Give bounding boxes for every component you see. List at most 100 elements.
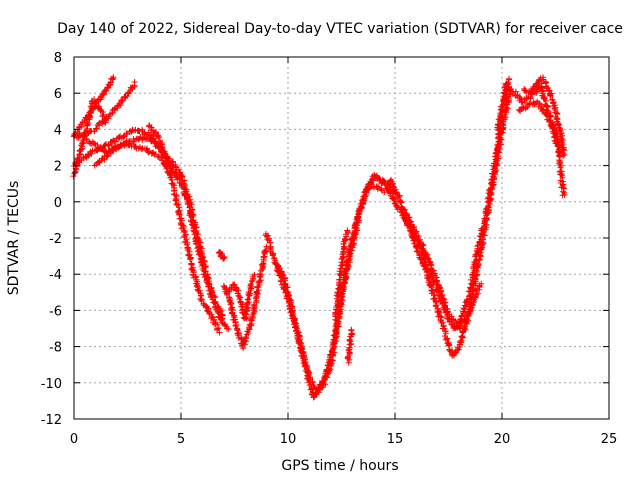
data-point bbox=[313, 390, 320, 397]
y-tick-label: -6 bbox=[49, 304, 62, 319]
data-point bbox=[153, 140, 160, 147]
data-point bbox=[293, 324, 299, 331]
data-point bbox=[198, 253, 205, 260]
data-point bbox=[433, 302, 440, 309]
data-point bbox=[70, 173, 77, 180]
data-point bbox=[88, 150, 95, 157]
data-point bbox=[72, 169, 78, 176]
satellite-track bbox=[220, 243, 270, 352]
x-tick-label: 5 bbox=[177, 432, 185, 447]
data-point bbox=[107, 150, 114, 157]
y-tick-label: -4 bbox=[49, 268, 62, 283]
data-point bbox=[529, 91, 536, 98]
data-point bbox=[110, 74, 117, 81]
data-point bbox=[408, 221, 415, 228]
data-point bbox=[551, 105, 558, 112]
data-point bbox=[86, 109, 93, 116]
data-point bbox=[350, 240, 357, 247]
data-point bbox=[396, 192, 403, 199]
data-point bbox=[498, 129, 505, 136]
data-point bbox=[235, 293, 242, 299]
data-point bbox=[93, 125, 100, 132]
data-point bbox=[346, 350, 353, 356]
data-point bbox=[182, 231, 189, 238]
data-point bbox=[295, 329, 302, 336]
data-point bbox=[418, 255, 425, 262]
data-point bbox=[433, 277, 440, 284]
data-point bbox=[413, 244, 420, 251]
y-tick-label: -10 bbox=[41, 377, 62, 392]
x-tick-label: 15 bbox=[387, 432, 404, 447]
data-point bbox=[101, 116, 108, 122]
y-tick-label: 8 bbox=[54, 51, 62, 66]
data-point bbox=[248, 281, 255, 288]
data-point bbox=[180, 180, 187, 187]
data-point bbox=[148, 137, 155, 144]
data-point bbox=[75, 158, 82, 165]
data-point bbox=[547, 92, 554, 99]
data-point bbox=[131, 79, 138, 85]
data-point bbox=[522, 99, 528, 106]
data-point bbox=[106, 82, 113, 89]
data-point bbox=[150, 150, 157, 157]
data-point bbox=[110, 137, 117, 144]
data-point bbox=[323, 367, 330, 374]
y-tick-label: -2 bbox=[49, 232, 62, 247]
data-point bbox=[325, 359, 332, 366]
data-point bbox=[148, 127, 155, 134]
data-point bbox=[221, 254, 228, 261]
data-point bbox=[262, 247, 269, 254]
x-tick-label: 0 bbox=[70, 432, 78, 447]
data-point bbox=[257, 277, 264, 284]
data-point bbox=[219, 315, 226, 322]
data-point bbox=[173, 197, 179, 204]
data-point bbox=[178, 174, 185, 180]
data-point bbox=[138, 146, 145, 153]
data-point bbox=[485, 204, 492, 211]
data-point bbox=[554, 142, 561, 149]
satellite-track bbox=[224, 271, 258, 322]
data-point bbox=[561, 191, 568, 198]
y-tick-label: 6 bbox=[54, 87, 62, 102]
data-point bbox=[97, 145, 104, 151]
data-point bbox=[457, 325, 464, 332]
data-point bbox=[439, 296, 446, 302]
data-point bbox=[556, 151, 563, 158]
data-point bbox=[183, 236, 190, 243]
satellite-track bbox=[516, 98, 563, 158]
data-point bbox=[251, 271, 258, 278]
grid-lines bbox=[74, 57, 609, 419]
satellite-track bbox=[401, 206, 485, 332]
data-point bbox=[187, 255, 194, 261]
data-point bbox=[225, 326, 232, 333]
y-tick-label: -12 bbox=[41, 413, 62, 428]
data-point bbox=[560, 188, 567, 195]
y-axis-tick-labels: -12 -10 -8 -6 -4 -2 0 2 4 6 8 bbox=[41, 51, 62, 428]
data-point bbox=[401, 206, 408, 213]
x-axis-tick-labels: 0 5 10 15 20 25 bbox=[70, 432, 617, 447]
y-tick-label: 0 bbox=[54, 196, 62, 211]
data-point bbox=[284, 284, 291, 291]
satellite-track bbox=[332, 227, 351, 323]
chart-title: Day 140 of 2022, Sidereal Day-to-day VTE… bbox=[57, 21, 623, 37]
data-point bbox=[105, 150, 112, 156]
data-point bbox=[390, 195, 397, 202]
data-point bbox=[168, 171, 175, 177]
data-point bbox=[506, 75, 513, 82]
data-point bbox=[381, 180, 388, 187]
data-point bbox=[243, 311, 250, 318]
data-point bbox=[437, 285, 444, 291]
satellite-track bbox=[215, 249, 228, 262]
data-point bbox=[334, 289, 341, 296]
data-point bbox=[119, 97, 126, 104]
data-point bbox=[220, 253, 227, 260]
data-point bbox=[429, 267, 436, 274]
data-point bbox=[539, 106, 546, 113]
data-point bbox=[407, 218, 414, 225]
data-point bbox=[342, 270, 349, 277]
data-point bbox=[523, 89, 530, 96]
data-point bbox=[491, 175, 497, 182]
data-point bbox=[206, 280, 213, 287]
data-point bbox=[211, 293, 218, 300]
